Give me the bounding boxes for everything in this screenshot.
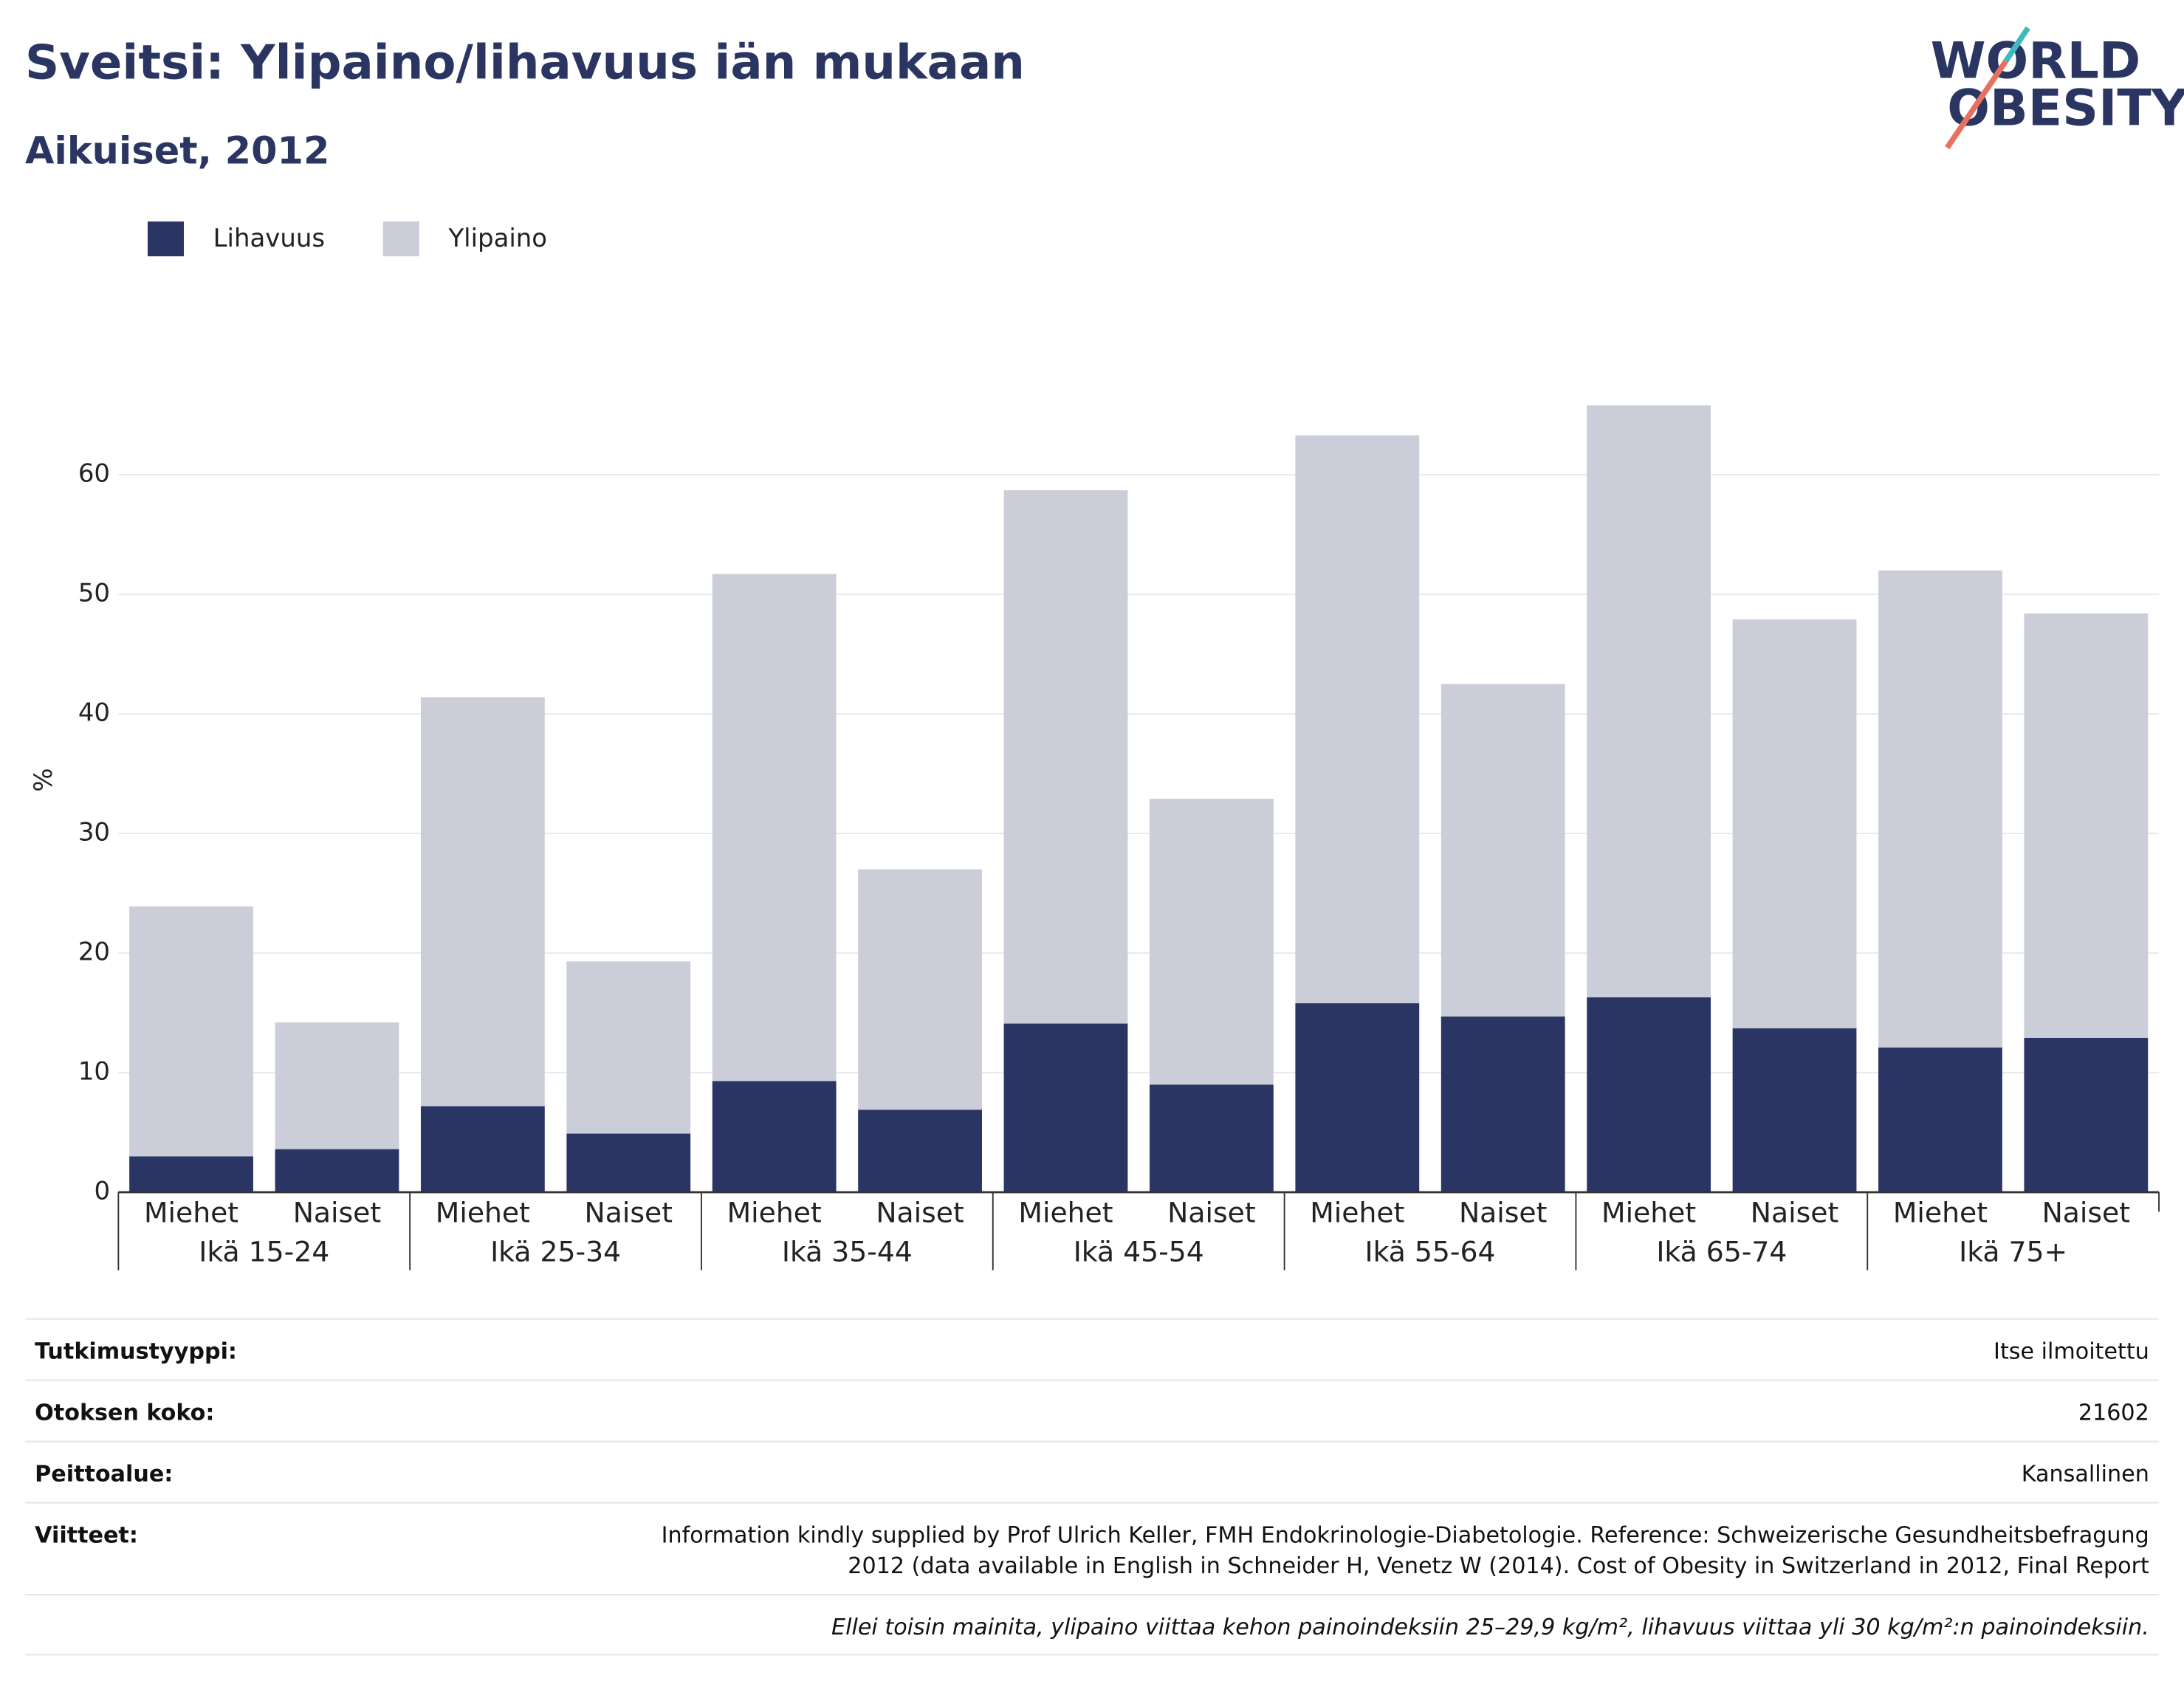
table-value: 2012 (data available in English in Schne… <box>848 1553 2149 1579</box>
x-tick-label: Naiset <box>2042 1197 2130 1229</box>
chart-subtitle: Aikuiset, 2012 <box>25 130 329 173</box>
bar-segment <box>2024 1037 2149 1192</box>
group-label: Ikä 25-34 <box>490 1235 621 1268</box>
logo-text: WORLD <box>1931 32 2141 90</box>
bar-segment <box>1440 1016 1565 1192</box>
x-tick-label: Miehet <box>144 1197 238 1229</box>
footnote: Ellei toisin mainita, ylipaino viittaa k… <box>831 1615 2149 1640</box>
logo: WORLD OBESITY <box>1931 26 2184 150</box>
x-tick-label: Miehet <box>1601 1197 1696 1229</box>
legend-label: Lihavuus <box>213 224 325 253</box>
bar-segment <box>1878 570 2002 1048</box>
bar-segment <box>420 1106 545 1192</box>
bar-segment <box>1150 799 1274 1085</box>
bar-segment <box>1003 490 1128 1024</box>
x-tick-label: Naiset <box>1459 1197 1547 1229</box>
bar-segment <box>129 906 253 1157</box>
group-label: Ikä 65-74 <box>1656 1235 1787 1268</box>
bar-segment <box>420 697 545 1107</box>
bar-segment <box>712 1081 837 1192</box>
y-tick-label: 0 <box>94 1176 110 1206</box>
bar-segment <box>275 1022 399 1149</box>
y-tick-label: 50 <box>78 579 110 608</box>
bar-segment <box>129 1156 253 1192</box>
chart-title: Sveitsi: Ylipaino/lihavuus iän mukaan <box>25 35 1025 90</box>
logo-slash <box>1945 59 2008 150</box>
table-label: Otoksen koko: <box>35 1400 214 1426</box>
logo-slash <box>2003 26 2030 63</box>
legend-swatch <box>382 221 419 257</box>
bar-segment <box>275 1149 399 1192</box>
bar-segment <box>1295 435 1420 1003</box>
bar-segment <box>566 961 691 1134</box>
y-tick-label: 60 <box>78 459 110 489</box>
table-value: Kansallinen <box>2022 1461 2149 1487</box>
legend-swatch <box>147 221 185 257</box>
bar-segment <box>1878 1047 2002 1192</box>
x-tick-label: Miehet <box>1893 1197 1988 1229</box>
y-axis-label: % <box>29 768 58 791</box>
bar-segment <box>1295 1003 1420 1192</box>
x-tick-label: Naiset <box>1167 1197 1255 1229</box>
x-tick-label: Naiset <box>876 1197 964 1229</box>
x-tick-label: Miehet <box>436 1197 530 1229</box>
y-tick-label: 30 <box>78 818 110 848</box>
y-tick-label: 20 <box>78 937 110 966</box>
bar-segment <box>858 869 982 1110</box>
x-tick-label: Naiset <box>585 1197 673 1229</box>
bar-segment <box>566 1133 691 1192</box>
table-label: Peittoalue: <box>35 1461 173 1487</box>
group-label: Ikä 15-24 <box>199 1235 329 1268</box>
y-tick-label: 10 <box>78 1056 110 1086</box>
x-tick-label: Naiset <box>1751 1197 1838 1229</box>
logo-text: OBESITY <box>1947 80 2184 138</box>
bar-segment <box>1732 619 1857 1029</box>
table-value: Itse ilmoitettu <box>1994 1338 2149 1364</box>
bar-segment <box>1732 1028 1857 1192</box>
group-label: Ikä 75+ <box>1959 1235 2067 1268</box>
bar-segment <box>1587 997 1711 1192</box>
bar-segment <box>1587 405 1711 997</box>
group-label: Ikä 35-44 <box>782 1235 913 1268</box>
bar-segment <box>858 1110 982 1192</box>
y-tick-label: 40 <box>78 698 110 728</box>
x-tick-label: Miehet <box>1018 1197 1113 1229</box>
table-label: Viitteet: <box>35 1522 138 1548</box>
bar-segment <box>2024 613 2149 1038</box>
bar-segment <box>1150 1084 1274 1192</box>
bar-segment <box>1440 684 1565 1017</box>
legend-label: Ylipaino <box>447 224 547 253</box>
group-label: Ikä 55-64 <box>1365 1235 1496 1268</box>
table-value: Information kindly supplied by Prof Ulri… <box>662 1522 2149 1548</box>
bar-segment <box>1003 1023 1128 1192</box>
x-tick-label: Miehet <box>727 1197 822 1229</box>
x-tick-label: Miehet <box>1310 1197 1404 1229</box>
group-label: Ikä 45-54 <box>1074 1235 1204 1268</box>
table-label: Tutkimustyyppi: <box>35 1338 237 1364</box>
bar-segment <box>712 574 837 1082</box>
x-tick-label: Naiset <box>293 1197 381 1229</box>
table-value: 21602 <box>2078 1400 2149 1426</box>
